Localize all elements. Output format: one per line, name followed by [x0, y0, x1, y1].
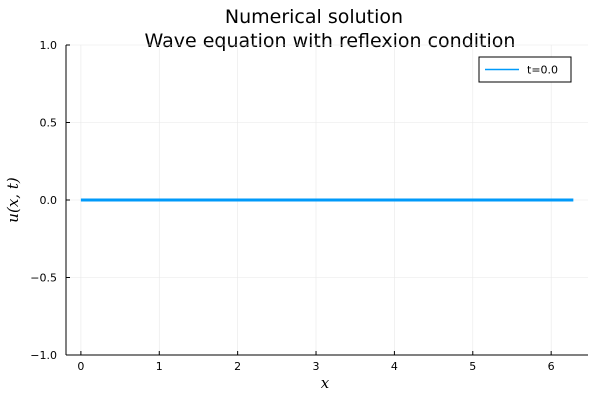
y-tick-label-4: 1.0	[40, 39, 58, 52]
x-tick-label-2: 2	[234, 360, 241, 373]
x-tick-label-3: 3	[313, 360, 320, 373]
y-tick-label-0: −1.0	[30, 349, 57, 362]
x-tick-label-1: 1	[156, 360, 163, 373]
chart-title-line-2: Wave equation with reflexion condition	[145, 30, 516, 52]
y-tick-label-3: 0.5	[40, 117, 58, 130]
x-axis-ticks: 0 1 2 3 4 5 6	[77, 351, 555, 373]
chart-title-line-1: Numerical solution	[225, 6, 403, 28]
legend: t=0.0	[478, 56, 572, 83]
y-axis-label: u(x, t)	[4, 177, 22, 223]
x-axis-label: x	[321, 374, 330, 392]
x-tick-label-6: 6	[548, 360, 555, 373]
y-axis-ticks: −1.0 −0.5 0.0 0.5 1.0	[30, 39, 70, 362]
x-tick-label-5: 5	[469, 360, 476, 373]
x-tick-label-4: 4	[391, 360, 398, 373]
y-tick-label-1: −0.5	[30, 272, 57, 285]
y-tick-label-2: 0.0	[40, 194, 58, 207]
legend-label: t=0.0	[527, 64, 558, 77]
x-tick-label-0: 0	[77, 360, 84, 373]
